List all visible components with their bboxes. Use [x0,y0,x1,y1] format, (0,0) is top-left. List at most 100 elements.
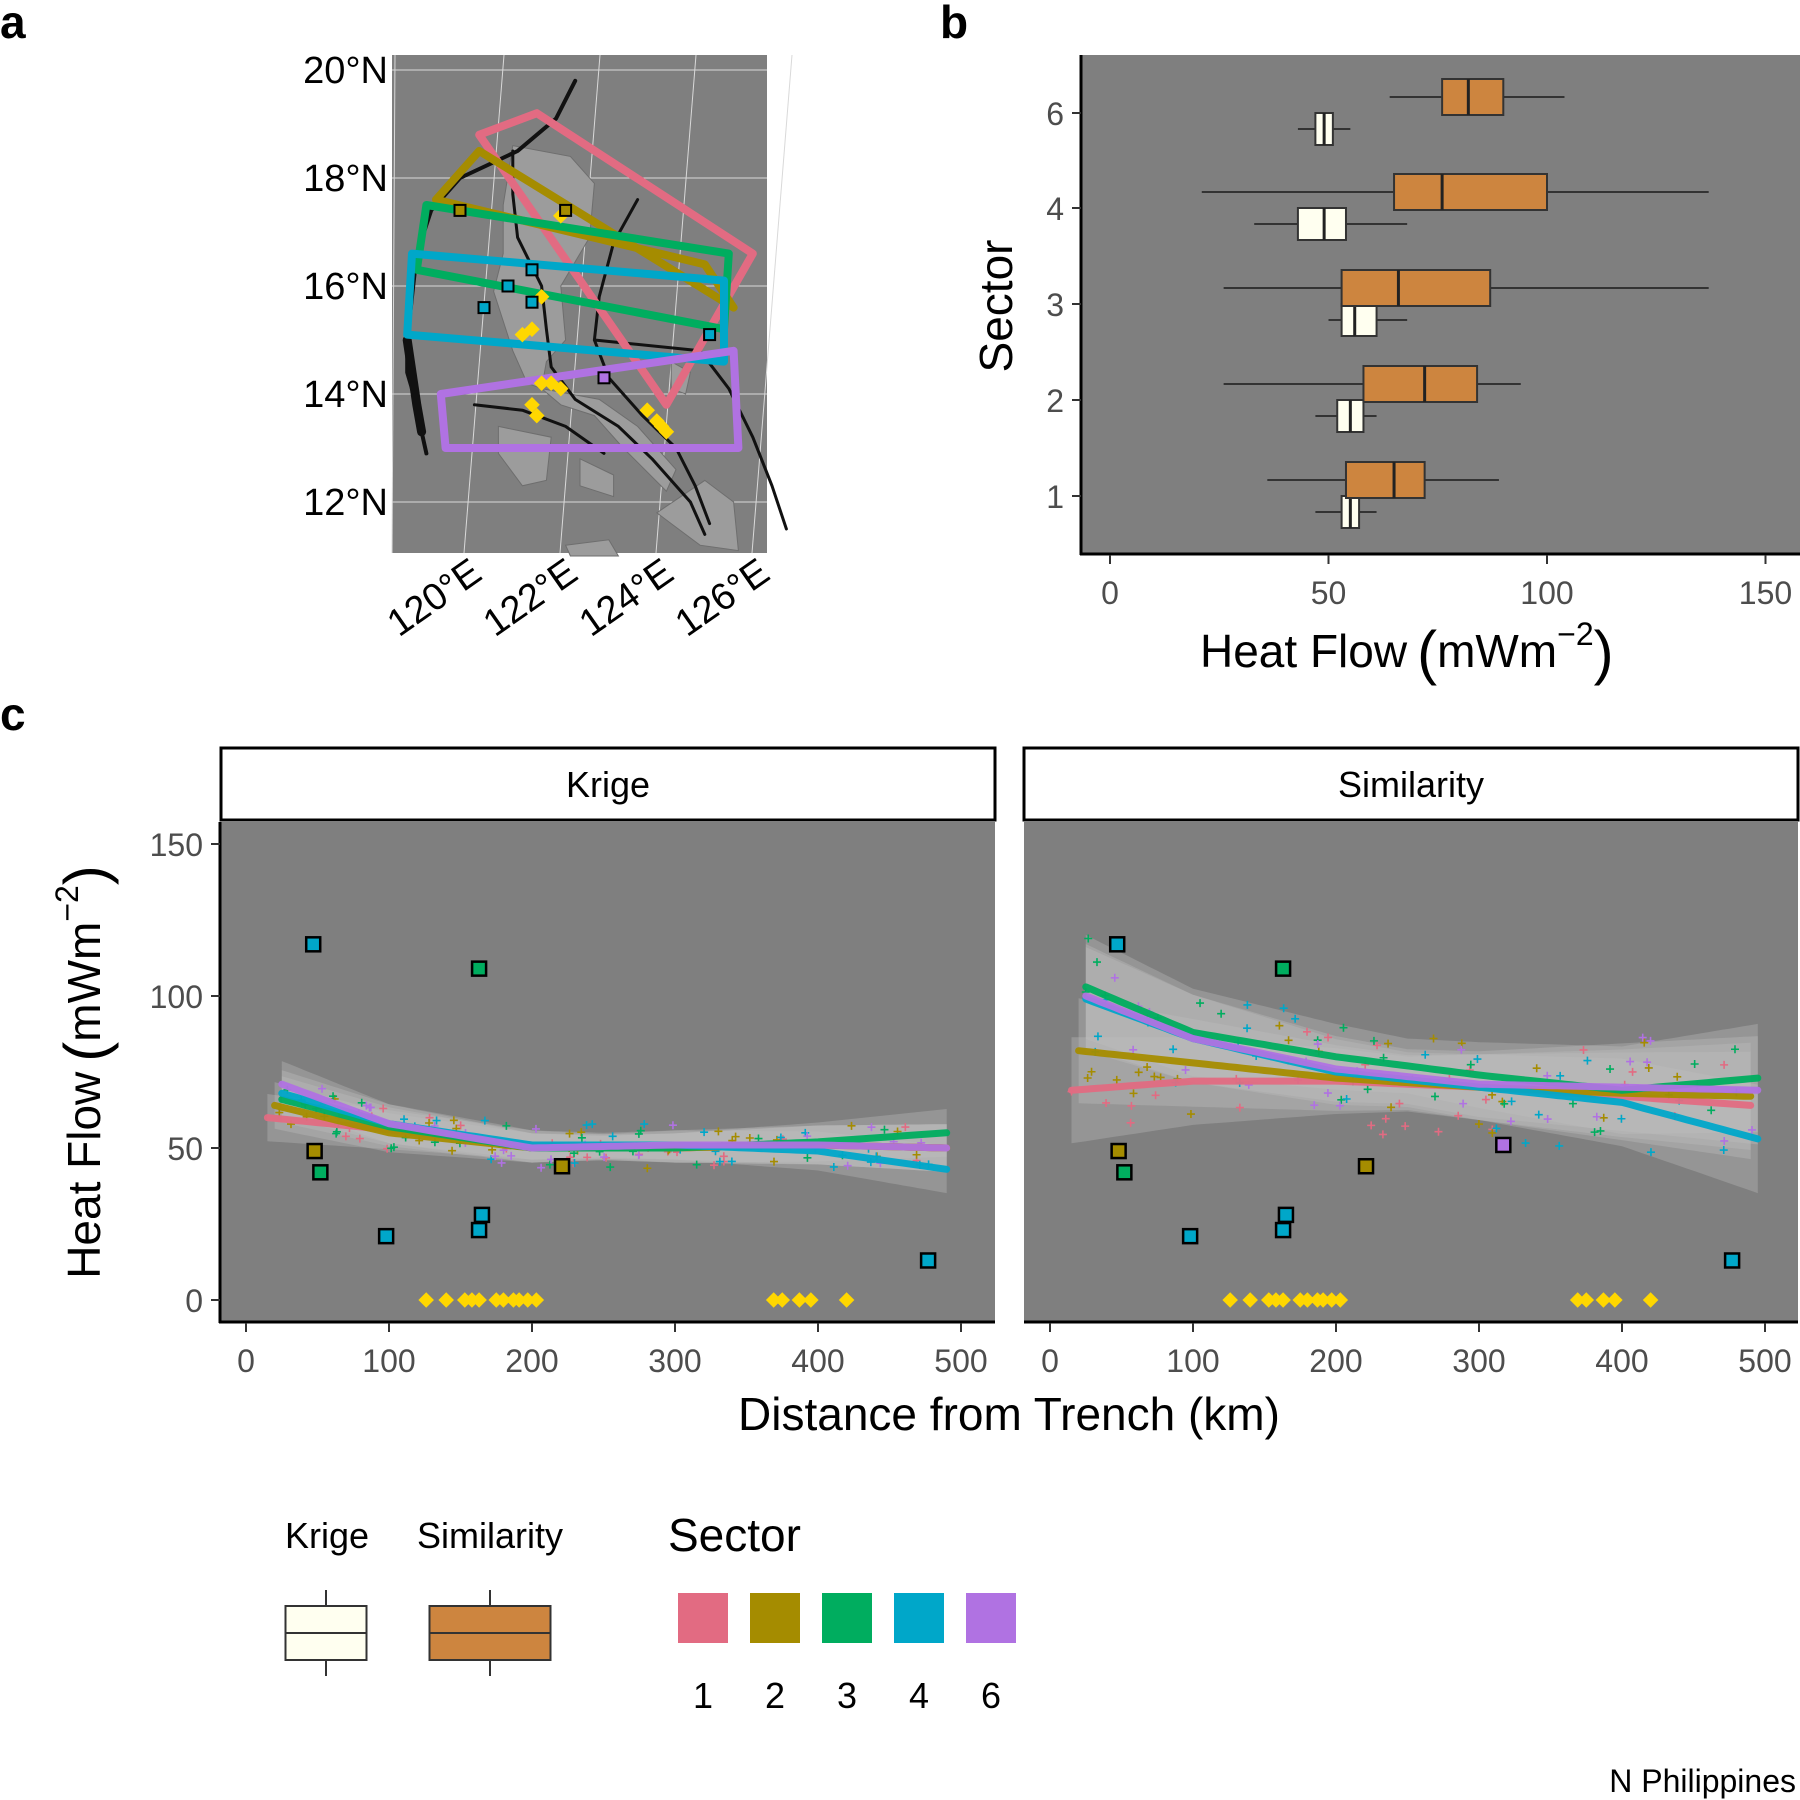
cross-point-sector-2 [714,1127,723,1136]
cross-point-sector-6 [634,1151,643,1160]
legend-sector-title: Sector [668,1509,801,1561]
cross-point-sector-6 [537,1163,546,1172]
legend-method-keys [284,1590,552,1676]
cross-point-sector-1 [1367,1121,1376,1130]
x-tick-label-1-400: 400 [1595,1343,1648,1379]
cross-point-sector-1 [1235,1103,1244,1112]
map-sector-boxes [403,109,757,452]
cross-point-sector-2 [912,1150,921,1159]
cross-point-sector-4 [1169,1045,1178,1054]
x-tick-label-1-0: 0 [1041,1343,1059,1379]
cross-point-sector-2 [1150,1072,1159,1081]
cross-point-sector-6 [867,1123,876,1132]
boxplot-x-unit: mWm [1437,625,1557,677]
map-station-2 [477,301,491,315]
box-iqr [1344,461,1426,499]
zero-diamond-0 [1222,1292,1238,1308]
cross-point-sector-4 [400,1115,409,1124]
cross-point-sector-1 [1579,1045,1588,1054]
cross-point-sector-3 [1369,1036,1378,1045]
box-krige-sector-2 [1315,399,1377,433]
panel-b-boxplot: 1 2 3 4 6 0 50 100 150 Sector Heat Flow (mWm−2) [970,55,1800,686]
cross-point-sector-1 [1481,1095,1490,1104]
map-station-6 [703,328,717,342]
scatter-y-ticks: 0 50 100 150 [150,827,220,1319]
cross-point-sector-3 [1730,1045,1739,1054]
scatter-y-label-text: Heat Flow [58,1071,110,1279]
legend-sector-label-1: 1 [693,1675,713,1716]
cross-point-sector-3 [1500,1099,1509,1108]
box-similarity-sector-4 [1201,173,1709,211]
cross-point-sector-2 [1112,1075,1121,1084]
legend-sector-label-6: 6 [981,1675,1001,1716]
observed-point-5 [1277,1206,1295,1224]
cross-point-sector-6 [843,1161,852,1170]
map-station-3 [525,295,539,309]
cross-point-sector-1 [1434,1127,1443,1136]
zero-diamond-15 [1642,1292,1659,1308]
zero-diamond-11 [765,1292,782,1308]
cross-point-sector-2 [1384,1039,1393,1048]
legend-method-krige-label: Krige [285,1515,369,1556]
legend-sector-swatch-3 [822,1593,872,1643]
cross-point-sector-4 [727,1157,736,1166]
cross-point-sector-6 [1592,1112,1601,1121]
zero-diamond-6 [495,1292,512,1308]
panel-a-map: 20°N 18°N 16°N 14°N 12°N 120°E 122°E 124… [303,50,793,645]
cross-point-sector-3 [1596,1126,1605,1135]
cross-point-sector-6 [1747,1125,1756,1134]
cross-point-sector-4 [1279,1004,1288,1013]
observed-point-1 [1274,960,1292,977]
cross-point-sector-3 [1196,999,1205,1008]
legend-method-similarity-label: Similarity [417,1515,563,1556]
cross-point-sector-2 [448,1146,457,1155]
cross-point-sector-4 [1492,1124,1501,1133]
y-tick-label-2: 2 [1046,383,1064,419]
observed-point-5 [473,1206,491,1224]
cross-point-sector-1 [901,1123,910,1132]
cross-point-sector-4 [1291,1014,1300,1023]
scatter-y-label: Heat Flow (mWm−2) [49,865,119,1279]
cross-point-sector-6 [1543,1071,1552,1080]
zero-diamond-11 [1569,1292,1586,1308]
x-tick-label-50: 50 [1311,575,1347,611]
zero-diamond-13 [1595,1292,1612,1308]
box-similarity-sector-6 [1389,78,1565,116]
zero-diamond-13 [791,1292,808,1308]
observed-point-7 [1181,1227,1199,1245]
legend-sector-swatch-4 [894,1593,944,1643]
cross-point-sector-3 [332,1127,341,1136]
box-similarity-sector-2 [1223,365,1521,403]
cross-point-sector-2 [745,1133,754,1142]
box-similarity-sector-3 [1223,269,1709,307]
cross-point-sector-6 [1626,1057,1635,1066]
cross-point-sector-3 [880,1125,889,1134]
sector-box-6 [436,346,743,452]
y-tick-label-150: 150 [150,827,203,863]
y-tick-label-50: 50 [167,1131,203,1167]
cross-point-sector-2 [425,1118,434,1127]
box-krige-sector-1 [1315,495,1377,529]
y-tick-label-4: 4 [1046,191,1064,227]
map-lat-labels: 20°N 18°N 16°N 14°N 12°N [303,50,388,524]
sector-box-1 [475,109,757,409]
zero-diamond-14 [1607,1292,1623,1308]
map-station-1 [501,279,515,293]
cross-point-sector-2 [1429,1034,1438,1043]
zero-diamond-12 [1578,1292,1595,1308]
cross-point-sector-2 [1474,1120,1483,1129]
cross-point-sector-2 [1087,1067,1096,1076]
cross-point-sector-2 [1134,1068,1143,1077]
cross-point-sector-6 [1506,1117,1515,1126]
cross-point-sector-4 [1507,1097,1516,1106]
zero-diamond-1 [438,1292,454,1308]
observed-point-2 [306,1142,323,1160]
y-tick-label-0: 0 [185,1283,203,1319]
landmass-1 [539,387,677,493]
cross-point-sector-2 [1673,1072,1682,1081]
cross-point-sector-1 [1151,1091,1160,1100]
cross-point-sector-3 [1430,1092,1439,1101]
cross-point-sector-4 [1243,1024,1252,1033]
box-iqr [1296,207,1347,241]
facet-krige-plot [263,936,951,1308]
